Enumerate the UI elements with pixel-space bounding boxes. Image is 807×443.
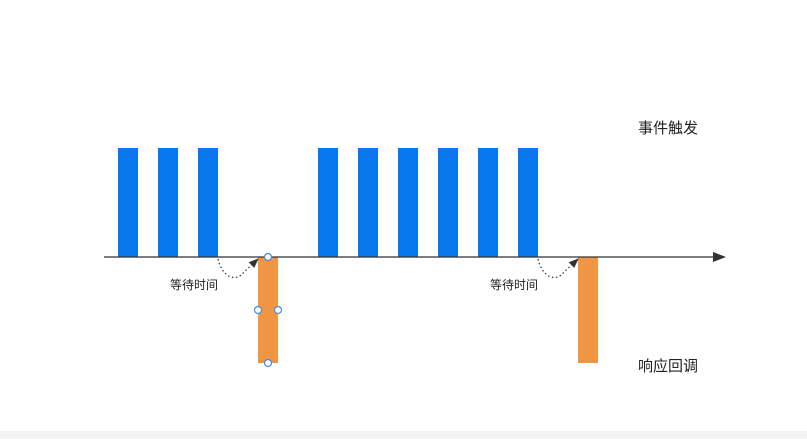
selection-handle-left[interactable]: [253, 305, 263, 315]
response-callback-label: 响应回调: [638, 357, 699, 375]
event-bar: [198, 148, 218, 257]
wait-arrow: [217, 258, 259, 279]
wait-time-label: 等待时间: [170, 278, 219, 292]
selection-handle-top[interactable]: [263, 252, 273, 262]
event-bar: [478, 148, 498, 257]
selection-handle-bottom[interactable]: [263, 358, 273, 368]
event-bar: [158, 148, 178, 257]
response-bar[interactable]: [258, 257, 278, 363]
selection-handle-right[interactable]: [273, 305, 283, 315]
event-bar: [118, 148, 138, 257]
wait-arrow: [537, 258, 579, 279]
response-bar: [578, 257, 598, 363]
time-axis-arrowhead: [713, 252, 726, 262]
event-bar: [438, 148, 458, 257]
event-trigger-label: 事件触发: [638, 119, 699, 137]
wait-time-label: 等待时间: [490, 278, 539, 292]
event-bar: [398, 148, 418, 257]
event-bar: [358, 148, 378, 257]
event-bar: [318, 148, 338, 257]
bottom-strip: [0, 431, 807, 439]
event-bar: [518, 148, 538, 257]
